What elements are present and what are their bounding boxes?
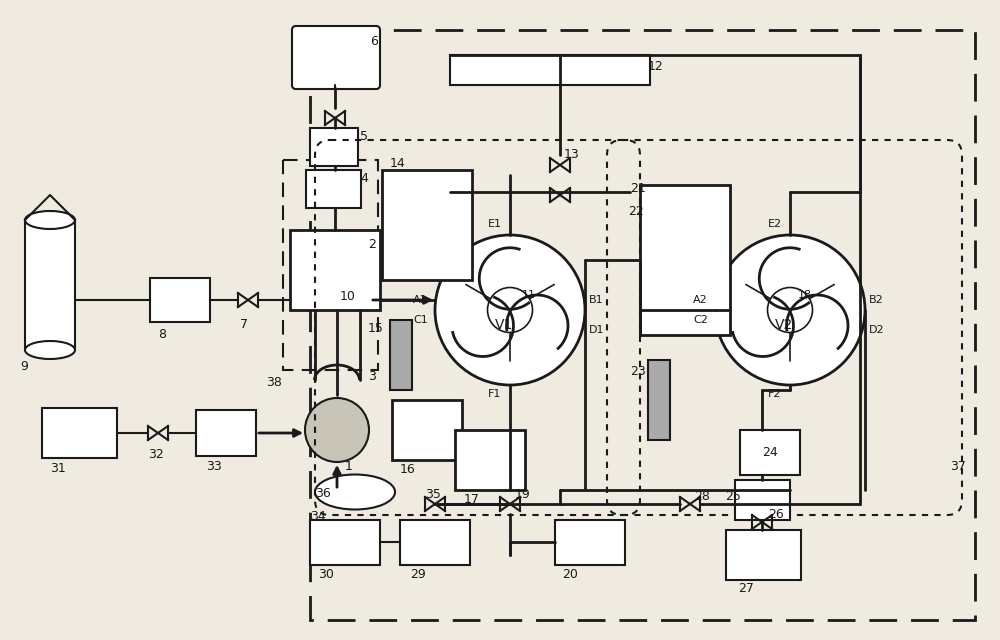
Text: 16: 16: [400, 463, 416, 476]
Text: 8: 8: [158, 328, 166, 341]
Text: F1: F1: [488, 389, 502, 399]
Text: A2: A2: [693, 295, 708, 305]
Text: 31: 31: [50, 462, 66, 475]
Circle shape: [488, 287, 532, 333]
Text: 10: 10: [340, 290, 356, 303]
Bar: [455, 430, 525, 490]
Ellipse shape: [25, 341, 75, 359]
Text: 28: 28: [694, 490, 710, 503]
Bar: [382, 170, 472, 280]
Text: C1: C1: [413, 315, 428, 325]
FancyBboxPatch shape: [292, 26, 380, 89]
Text: A1: A1: [413, 295, 428, 305]
Text: 1: 1: [345, 460, 353, 473]
Text: 19: 19: [515, 488, 531, 501]
Text: 12: 12: [648, 60, 664, 73]
Bar: [310, 128, 358, 166]
Text: 14: 14: [390, 157, 406, 170]
Text: 7: 7: [240, 318, 248, 331]
Text: F2: F2: [768, 389, 782, 399]
Text: C2: C2: [693, 315, 708, 325]
Text: 26: 26: [768, 508, 784, 521]
Bar: [283, 160, 378, 370]
Bar: [740, 430, 800, 475]
Ellipse shape: [315, 474, 395, 509]
Text: 29: 29: [410, 568, 426, 581]
Text: 15: 15: [368, 322, 384, 335]
Text: D1: D1: [589, 325, 604, 335]
Text: D2: D2: [869, 325, 885, 335]
Bar: [25, 220, 75, 350]
Bar: [150, 278, 210, 322]
Text: 24: 24: [762, 446, 778, 459]
Text: 35: 35: [425, 488, 441, 501]
Bar: [310, 30, 975, 620]
Text: 38: 38: [266, 376, 282, 389]
Bar: [450, 55, 650, 85]
Text: 22: 22: [628, 205, 644, 218]
Bar: [735, 480, 790, 520]
Bar: [648, 360, 670, 440]
Text: 5: 5: [360, 130, 368, 143]
Text: 27: 27: [738, 582, 754, 595]
Bar: [290, 230, 380, 310]
Text: B1: B1: [589, 295, 604, 305]
Text: 17: 17: [464, 493, 480, 506]
Text: E1: E1: [488, 219, 502, 229]
Text: 2: 2: [368, 238, 376, 251]
Text: 6: 6: [370, 35, 378, 48]
Text: 36: 36: [315, 487, 331, 500]
Text: 30: 30: [318, 568, 334, 581]
Ellipse shape: [25, 211, 75, 229]
Text: 34: 34: [310, 510, 326, 523]
Bar: [726, 530, 801, 580]
Bar: [640, 185, 730, 335]
Bar: [555, 520, 625, 565]
Bar: [390, 320, 412, 390]
Text: V1: V1: [495, 318, 513, 332]
Text: 3: 3: [368, 370, 376, 383]
Bar: [306, 170, 361, 208]
Text: 21: 21: [630, 182, 646, 195]
Text: 13: 13: [564, 148, 580, 161]
Circle shape: [435, 235, 585, 385]
Text: V2: V2: [775, 318, 793, 332]
Circle shape: [715, 235, 865, 385]
Text: 25: 25: [725, 490, 741, 503]
Bar: [196, 410, 256, 456]
Text: 4: 4: [360, 172, 368, 185]
Bar: [310, 520, 380, 565]
Text: 11: 11: [522, 290, 536, 300]
Text: 18: 18: [798, 290, 812, 300]
Text: E2: E2: [768, 219, 782, 229]
Text: 9: 9: [20, 360, 28, 373]
Circle shape: [767, 287, 812, 333]
Bar: [42, 408, 117, 458]
Bar: [392, 400, 462, 460]
Text: 32: 32: [148, 448, 164, 461]
Circle shape: [305, 398, 369, 462]
Text: 20: 20: [562, 568, 578, 581]
Text: B2: B2: [869, 295, 884, 305]
Text: 23: 23: [630, 365, 646, 378]
Text: 33: 33: [206, 460, 222, 473]
Bar: [400, 520, 470, 565]
Text: 37: 37: [950, 460, 966, 473]
